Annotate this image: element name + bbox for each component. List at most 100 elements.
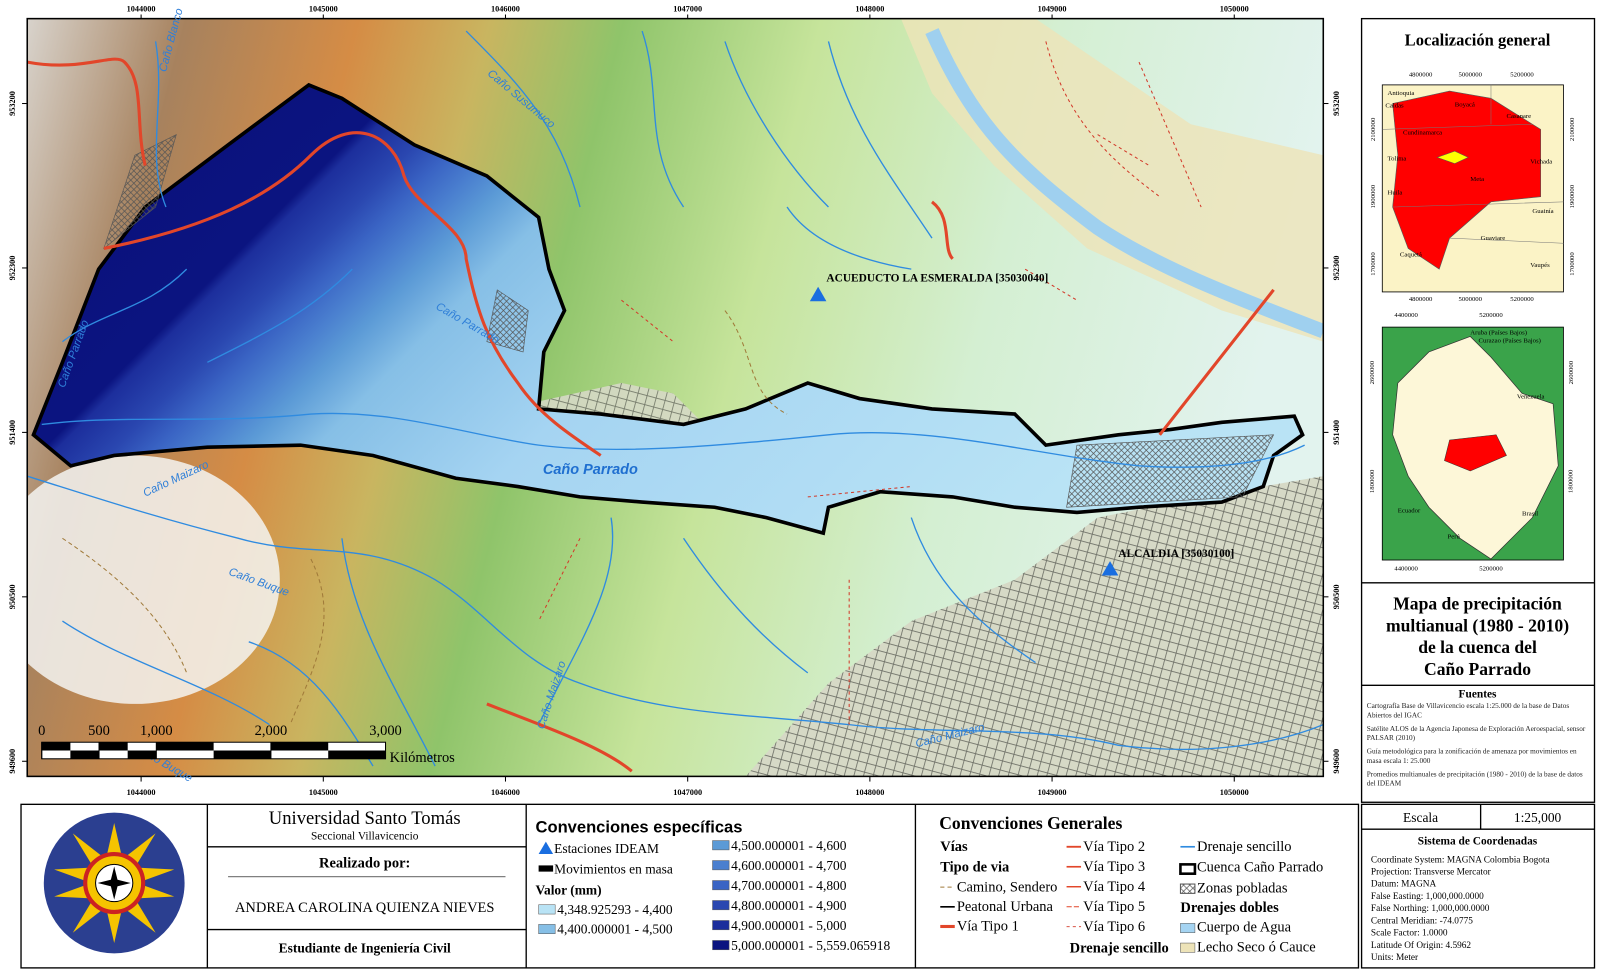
scale-tick-label: 1,000 (140, 723, 173, 739)
inset-tick: 2100000 (1569, 117, 1576, 141)
inset-tick: 1900000 (1569, 184, 1576, 208)
y-coordinate: 949600 (1332, 749, 1341, 774)
inset-label: Guainía (1532, 208, 1553, 215)
coords-line: Datum: MAGNA (1371, 880, 1437, 890)
river-channel (925, 28, 1324, 339)
legend-label: Vía Tipo 1 (957, 919, 1019, 935)
coords-line: Projection: Transverse Mercator (1371, 868, 1492, 878)
university-logo (43, 812, 185, 954)
trail (538, 41, 1202, 725)
y-coordinate: 953200 (8, 91, 17, 116)
scale-segment (328, 750, 386, 759)
legend-heading: Valor (mm) (536, 882, 602, 897)
x-coordinate: 1048000 (855, 4, 884, 13)
inset-tick: 2600000 (1568, 360, 1575, 384)
legend-swatch (538, 865, 554, 872)
legend-label: Vía Tipo 2 (1083, 839, 1145, 855)
y-coordinate: 952300 (8, 256, 17, 281)
role: Estudiante de Ingeniería Civil (279, 940, 451, 955)
meta-in-colombia (1444, 434, 1507, 472)
inset-label: Curazao (Países Bajos) (1479, 338, 1541, 345)
scale-unit: Kilómetros (390, 750, 456, 766)
inset-label: Tolima (1387, 155, 1406, 162)
x-coordinate: 1050000 (1220, 4, 1249, 13)
scale-tick-label: 0 (38, 723, 45, 739)
y-coordinate: 949600 (8, 749, 17, 774)
source-item: Promedios multianuales de precipitación … (1366, 770, 1583, 788)
source-item: Cartografía Base de Villavicencio escala… (1366, 701, 1570, 719)
legend-label: Camino, Sendero (957, 879, 1058, 895)
legend-label: 4,500.000001 - 4,600 (731, 838, 847, 853)
x-coordinate: 1045000 (309, 788, 338, 797)
inset-label: Meta (1470, 176, 1484, 183)
legend-heading: Tipo de via (940, 860, 1010, 876)
scale-segment (41, 742, 71, 751)
scale-segment (127, 750, 157, 759)
coords-line: False Northing: 1,000,000.0000 (1371, 904, 1490, 914)
legend-label: Cuerpo de Agua (1197, 920, 1292, 936)
legend-label: Vía Tipo 3 (1083, 859, 1145, 875)
x-coordinate: 1046000 (491, 4, 520, 13)
inset-tick: 4800000 (1409, 72, 1433, 79)
station-marker (809, 286, 827, 302)
inset-label: Guaviare (1481, 235, 1506, 242)
y-coordinate: 953200 (1332, 91, 1341, 116)
legend-label: Vía Tipo 6 (1083, 919, 1145, 935)
legend-label: 4,400.000001 - 4,500 (557, 922, 673, 937)
legend-heading: Drenajes dobles (1180, 900, 1279, 916)
legend-swatch (712, 940, 730, 951)
legend-label: Drenaje sencillo (1197, 839, 1292, 855)
inset-tick: 1700000 (1370, 252, 1377, 276)
inset-tick: 5200000 (1510, 72, 1534, 79)
legend-label: Peatonal Urbana (957, 899, 1054, 915)
urban-area (745, 476, 1324, 777)
inset-label: Caldas (1385, 103, 1404, 110)
legend-swatch (1179, 883, 1196, 894)
x-coordinate: 1045000 (309, 4, 338, 13)
map-title: multianual (1980 - 2010) (1386, 615, 1569, 635)
inset-label: Cundinamarca (1403, 130, 1442, 137)
inset-tick: 2100000 (1370, 117, 1377, 141)
legend-swatch (712, 840, 730, 851)
legend-station (538, 841, 554, 855)
x-coordinate: 1046000 (491, 788, 520, 797)
x-coordinate: 1047000 (673, 4, 702, 13)
drainage (27, 30, 1324, 767)
settlement (103, 133, 1275, 508)
coords-line: False Easting: 1,000,000.0000 (1371, 892, 1484, 902)
legend-label: Estaciones IDEAM (554, 841, 659, 856)
scale-label: Escala (1403, 810, 1438, 825)
x-coordinate: 1048000 (855, 788, 884, 797)
legend-label: 4,348.925293 - 4,400 (557, 902, 673, 917)
map-title: de la cuenca del (1418, 637, 1537, 657)
inset-label: Antioquia (1387, 90, 1414, 97)
basin-boundary (31, 82, 1305, 536)
sources-list: Cartografía Base de Villavicencio escala… (1367, 702, 1589, 788)
legend-swatch (538, 924, 556, 934)
y-coordinate: 951400 (1332, 420, 1341, 445)
scale-value: 1:25,000 (1514, 810, 1562, 825)
inset-tick: 1800000 (1369, 469, 1376, 493)
inset-tick: 1700000 (1569, 252, 1576, 276)
inset-tick: 4400000 (1394, 565, 1418, 572)
campus: Seccional Villavicencio (311, 831, 419, 843)
legend-label: Cuenca Caño Parrado (1197, 860, 1323, 876)
map (27, 18, 1324, 777)
x-coordinate: 1044000 (127, 788, 156, 797)
footpath (62, 310, 788, 725)
scale-segment (270, 742, 329, 751)
inset-tick: 4400000 (1394, 312, 1418, 319)
legend-label: Movimientos en masa (554, 862, 673, 877)
legend-heading: Vías (940, 839, 968, 855)
inset-label: Huila (1387, 190, 1402, 197)
y-coordinate: 950500 (1332, 584, 1341, 609)
legend-swatch (712, 860, 730, 871)
station-label: ACUEDUCTO LA ESMERALDA [35030040] (826, 273, 1048, 285)
sources-text: Cartografía Base de Villavicencio escala… (1367, 702, 1589, 788)
scale-segment (156, 742, 214, 751)
university: Universidad Santo Tomás (269, 808, 461, 829)
legend-title: Convenciones Generales (939, 813, 1122, 833)
inset-tick: 5200000 (1510, 296, 1534, 303)
map-title: Caño Parrado (1424, 659, 1531, 679)
